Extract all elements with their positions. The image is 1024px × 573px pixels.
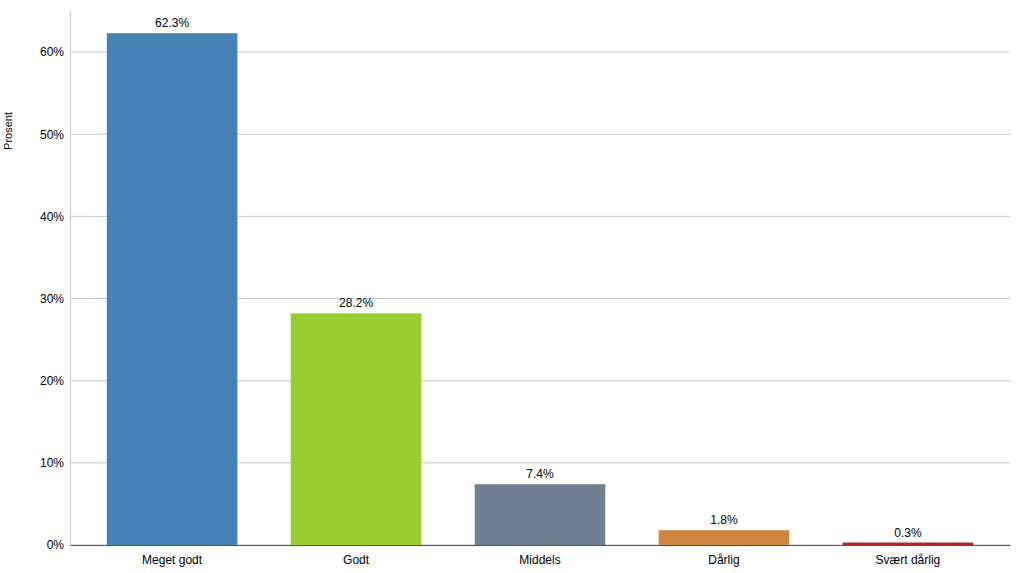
y-tick-label: 20% — [40, 374, 64, 388]
y-tick: 10% — [40, 456, 70, 470]
y-tick: 60% — [40, 45, 70, 59]
x-tick: Dårlig — [708, 545, 739, 567]
plot: 0% 10% 20% 30% 40% 50% 60% Meget godt Godt Middel… — [40, 12, 1011, 567]
data-label: 1.8% — [710, 513, 738, 527]
bar — [843, 543, 974, 545]
y-tick-label: 60% — [40, 45, 64, 59]
y-tick: 40% — [40, 210, 70, 224]
y-axis-line — [70, 12, 71, 546]
bar — [659, 530, 790, 545]
bars — [107, 33, 973, 545]
y-tick: 0% — [47, 538, 70, 552]
y-tick: 20% — [40, 374, 70, 388]
y-tick: 50% — [40, 128, 70, 142]
x-tick: Svært dårlig — [876, 545, 941, 567]
x-tick-label: Godt — [343, 553, 370, 567]
y-tick-label: 50% — [40, 128, 64, 142]
data-label: 28.2% — [339, 296, 373, 310]
data-label: 0.3% — [894, 526, 922, 540]
y-tick-label: 10% — [40, 456, 64, 470]
bar — [291, 313, 422, 545]
chart: 0% 10% 20% 30% 40% 50% 60% Meget godt Godt Middel… — [0, 0, 1024, 573]
data-label: 7.4% — [526, 467, 554, 481]
x-tick-label: Middels — [519, 553, 560, 567]
y-tick-label: 30% — [40, 292, 64, 306]
x-axis-line — [71, 545, 1011, 546]
x-tick: Meget godt — [142, 545, 203, 567]
data-labels: 62.3% 28.2% 7.4% 1.8% 0.3% — [155, 16, 922, 539]
x-axis: Meget godt Godt Middels Dårlig Svært dårlig — [71, 545, 1011, 567]
bar — [107, 33, 238, 545]
y-tick-label: 40% — [40, 210, 64, 224]
y-axis-title: Prosent — [2, 112, 14, 150]
x-tick-label: Dårlig — [708, 553, 739, 567]
y-tick: 30% — [40, 292, 70, 306]
x-tick: Godt — [343, 545, 370, 567]
data-label: 62.3% — [155, 16, 189, 30]
x-tick: Middels — [519, 545, 560, 567]
y-tick-label: 0% — [47, 538, 65, 552]
bar — [475, 484, 606, 545]
x-tick-label: Meget godt — [142, 553, 203, 567]
y-axis: 0% 10% 20% 30% 40% 50% 60% — [40, 12, 71, 553]
x-tick-label: Svært dårlig — [876, 553, 941, 567]
